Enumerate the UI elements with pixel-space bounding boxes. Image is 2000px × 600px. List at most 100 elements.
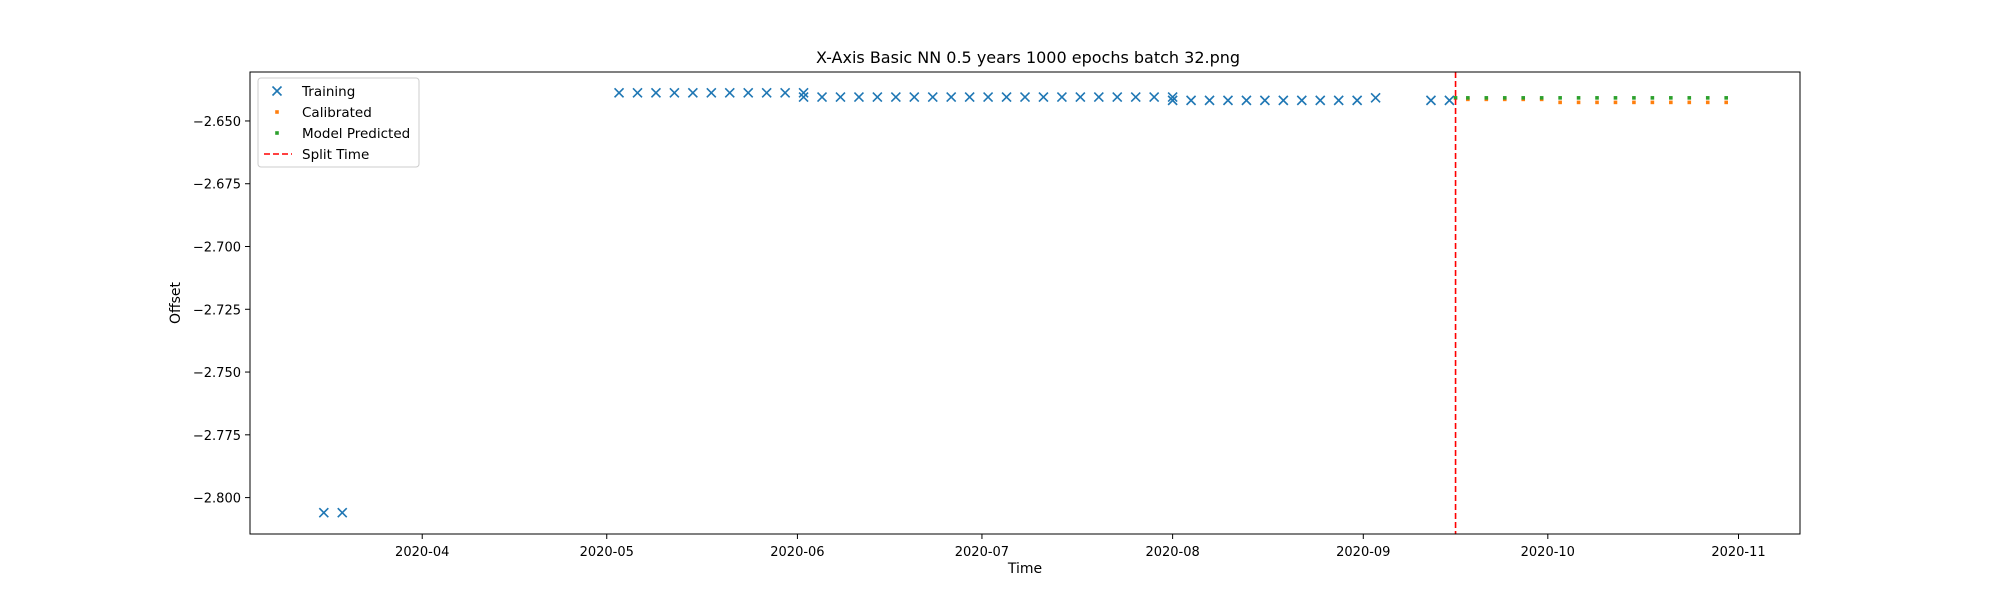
x-tick-label: 2020-07 xyxy=(955,545,1009,560)
training-point-stroke-b xyxy=(1222,95,1234,106)
training-point-stroke-b xyxy=(1001,92,1012,103)
training-series xyxy=(318,87,1455,518)
x-tick-label: 2020-04 xyxy=(395,545,449,560)
training-point xyxy=(1112,92,1123,103)
training-point xyxy=(1001,92,1012,103)
training-point xyxy=(613,87,625,98)
model-predicted-point xyxy=(1632,96,1636,100)
legend-training-marker xyxy=(271,85,283,97)
training-point xyxy=(1093,92,1104,103)
training-point xyxy=(1352,95,1363,106)
model-predicted-point xyxy=(1453,96,1458,100)
training-point xyxy=(1038,92,1049,103)
training-point xyxy=(1333,95,1344,106)
training-point-stroke-b xyxy=(1352,95,1363,106)
training-point xyxy=(1056,92,1067,103)
training-point-stroke-b xyxy=(1333,95,1344,106)
x-tick-label: 2020-08 xyxy=(1145,545,1199,560)
training-point-stroke-b xyxy=(1056,92,1067,103)
y-tick-label: −2.650 xyxy=(193,115,241,130)
training-point-stroke-b xyxy=(964,92,975,103)
training-point-stroke-b xyxy=(835,92,846,103)
training-point xyxy=(1296,95,1307,106)
training-point-stroke-b xyxy=(743,87,754,98)
plot-area xyxy=(250,72,1800,534)
training-point xyxy=(798,92,809,103)
model-predicted-series xyxy=(1453,96,1728,100)
training-point xyxy=(1370,92,1381,103)
training-point xyxy=(909,92,920,103)
training-point-stroke-b xyxy=(1370,92,1381,103)
model-predicted-point xyxy=(1521,96,1526,100)
training-point xyxy=(1019,92,1031,103)
training-point-stroke-b xyxy=(946,92,957,103)
calibrated-point xyxy=(1724,100,1728,105)
training-point-stroke-b xyxy=(1167,95,1178,106)
training-point xyxy=(1186,95,1197,106)
training-point-stroke-b xyxy=(1204,95,1215,106)
training-point-stroke-b xyxy=(1038,92,1049,103)
training-point xyxy=(816,92,828,103)
training-point xyxy=(1425,95,1437,106)
training-point xyxy=(724,87,735,98)
training-point xyxy=(835,92,846,103)
model-predicted-point xyxy=(1576,96,1581,100)
training-point-stroke-b xyxy=(632,87,643,98)
training-point xyxy=(1259,95,1270,106)
legend: Training Calibrated Model Predicted Split T… xyxy=(257,77,420,168)
training-point xyxy=(337,507,348,518)
training-point-stroke-b xyxy=(1315,95,1326,106)
x-tick-label: 2020-11 xyxy=(1711,545,1765,560)
training-point-stroke-b xyxy=(1186,95,1197,106)
training-point xyxy=(890,92,901,103)
calibrated-point xyxy=(1705,100,1710,105)
training-point-stroke-b xyxy=(1167,92,1178,103)
training-point-stroke-b xyxy=(1019,92,1031,103)
training-point-stroke-b xyxy=(318,507,329,518)
training-point-stroke-b xyxy=(613,87,625,98)
training-point-stroke-b xyxy=(890,92,901,103)
training-point xyxy=(761,87,772,98)
training-point-stroke-b xyxy=(724,87,735,98)
training-point-stroke-b xyxy=(853,92,864,103)
training-point xyxy=(946,92,957,103)
training-point xyxy=(1075,92,1086,103)
training-point xyxy=(687,87,698,98)
model-predicted-point xyxy=(1502,96,1507,100)
training-point xyxy=(632,87,643,98)
model-predicted-point xyxy=(1669,96,1673,100)
legend-label-model-predicted: Model Predicted xyxy=(302,126,410,142)
training-point-stroke-b xyxy=(927,92,938,103)
y-tick-label: −2.750 xyxy=(193,366,241,381)
x-tick-label: 2020-10 xyxy=(1521,545,1575,560)
training-point-stroke-b xyxy=(1241,95,1252,106)
training-point-stroke-b xyxy=(687,87,698,98)
training-point xyxy=(318,507,329,518)
training-point-stroke-b xyxy=(706,87,717,98)
training-point xyxy=(1222,95,1234,106)
y-tick-label: −2.800 xyxy=(193,492,241,507)
y-axis-title: Offset xyxy=(168,281,184,324)
y-axis: −2.650 −2.675 −2.700 −2.725 −2.750 −2.775 −2.8… xyxy=(193,115,250,507)
training-point-stroke-b xyxy=(872,92,883,103)
training-point xyxy=(706,87,717,98)
training-point-stroke-b xyxy=(1296,95,1307,106)
model-predicted-point xyxy=(1539,96,1544,100)
training-point xyxy=(669,87,680,98)
training-point-stroke-b xyxy=(761,87,772,98)
training-point xyxy=(1167,95,1178,106)
training-point xyxy=(927,92,938,103)
y-tick-label: −2.725 xyxy=(193,303,241,318)
training-point xyxy=(1241,95,1252,106)
model-predicted-point xyxy=(1650,96,1655,100)
training-point-stroke-b xyxy=(1130,92,1141,103)
training-point xyxy=(780,87,791,98)
training-point-stroke-b xyxy=(669,87,680,98)
calibrated-point xyxy=(1669,100,1673,105)
calibrated-point xyxy=(1632,100,1636,105)
training-point-stroke-b xyxy=(1093,92,1104,103)
training-point-stroke-b xyxy=(798,87,809,98)
plot-frame xyxy=(249,71,1801,535)
training-point-stroke-b xyxy=(1112,92,1123,103)
training-point xyxy=(743,87,754,98)
